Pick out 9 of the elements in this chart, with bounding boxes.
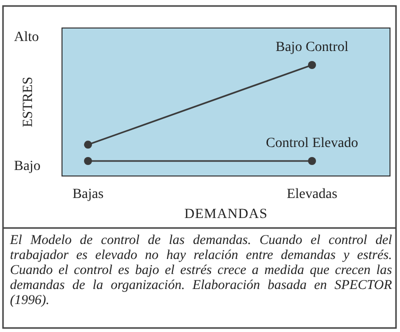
x-tick-label: Elevadas (286, 187, 338, 202)
annotation: Bajo (14, 159, 40, 174)
x-axis-title: DEMANDAS (184, 207, 268, 222)
x-tick-label: Bajas (72, 187, 104, 202)
text: El Modelo de control de las demandas. Cuando el control del trabajador es elevado no hay relación entre demandas y estrés. Cuando el control es bajo el estrés crece a medida que crecen las demandas de la organización. Elaboración basada en SPECTOR (1996). (10, 232, 392, 307)
text: Alto (14, 30, 39, 45)
y-axis-title: ESTRES (21, 76, 36, 128)
series-label: Control Elevado (266, 136, 358, 151)
series-label: Bajo Control (276, 40, 348, 55)
